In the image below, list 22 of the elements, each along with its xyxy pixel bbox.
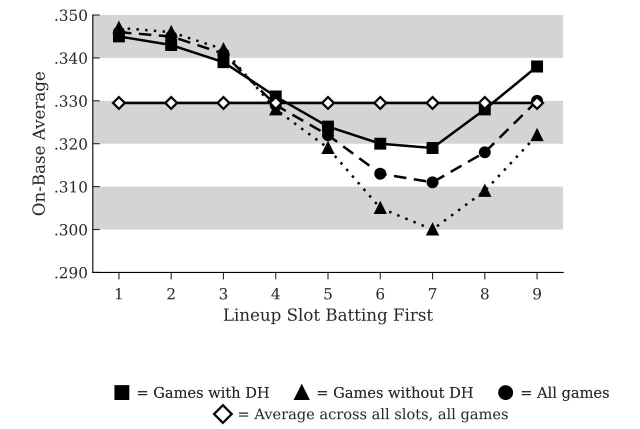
legend-label: = Average across all slots, all games [239, 408, 508, 422]
y-axis-title: On-Base Average [32, 72, 48, 216]
x-tick-label: 6 [376, 288, 384, 300]
y-tick-label: .290 [55, 266, 87, 278]
y-tick-label: .310 [55, 181, 87, 193]
x-tick-label: 4 [271, 288, 280, 300]
y-tick-label: .330 [55, 95, 87, 107]
x-tick-label: 1 [116, 288, 122, 300]
x-tick-label: 9 [533, 288, 541, 300]
x-tick-label: 3 [220, 288, 228, 300]
y-tick-label: .320 [55, 138, 87, 150]
y-tick-label: .350 [55, 9, 87, 22]
y-tick-label: .340 [55, 52, 87, 64]
x-tick-label: 2 [167, 288, 175, 300]
y-tick-label: .300 [55, 224, 87, 236]
x-tick-label: 5 [324, 288, 332, 300]
legend-label: = All games [522, 386, 609, 401]
legend-label: = Games with DH [138, 386, 269, 398]
x-axis-title: Lineup Slot Batting First [224, 308, 433, 324]
x-tick-label: 8 [480, 288, 489, 300]
x-tick-label: 7 [428, 288, 436, 300]
legend-label: = Games without DH [318, 386, 473, 398]
